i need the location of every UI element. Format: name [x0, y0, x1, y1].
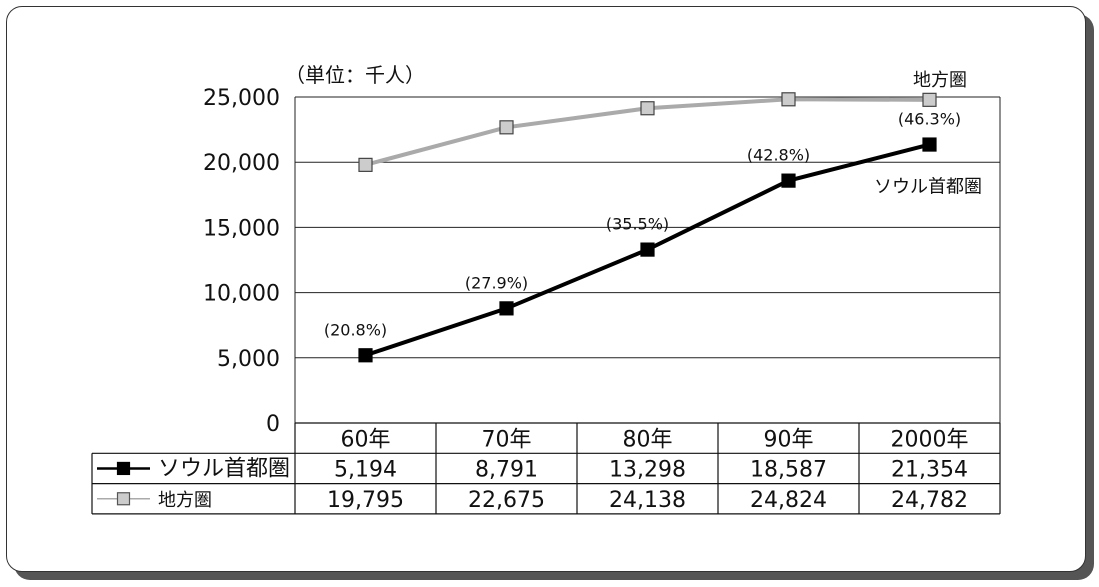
data-point — [358, 348, 373, 363]
series-name-label: ソウル首都圏 — [874, 177, 982, 198]
y-axis-ticks: 0 5,000 10,000 15,000 20,000 25,000 — [203, 86, 280, 437]
data-point — [781, 92, 796, 107]
share-label: (27.9%) — [465, 273, 528, 292]
table-cell: 24,138 — [609, 488, 686, 513]
data-point — [640, 101, 655, 116]
legend-marker — [116, 492, 131, 506]
unit-label: （単位：千人） — [285, 63, 425, 87]
category-label: 60年 — [341, 427, 391, 452]
share-label: (35.5%) — [606, 215, 669, 234]
data-point — [499, 120, 514, 135]
table-cell: 24,824 — [750, 488, 827, 513]
series-name-label: 地方圏 — [913, 70, 967, 91]
share-label: (20.8%) — [324, 320, 387, 339]
y-tick-label: 25,000 — [203, 86, 280, 111]
y-tick-label: 5,000 — [217, 347, 280, 372]
data-point — [922, 137, 937, 152]
data-point — [922, 92, 937, 107]
table-cell: 13,298 — [609, 457, 686, 482]
data-point — [640, 242, 655, 257]
table-cell: 21,354 — [891, 457, 968, 482]
grid-lines — [294, 96, 1001, 423]
legend-marker — [116, 461, 131, 476]
category-label: 70年 — [482, 427, 532, 452]
table-cell: 5,194 — [334, 457, 397, 482]
share-labels: 地方圏 (20.8%) (27.9%) (35.5%) (42.8%) (46.3%) ソウ… — [324, 70, 982, 339]
table-row-label: ソウル首都圏 — [158, 456, 290, 481]
y-tick-label: 10,000 — [203, 282, 280, 307]
data-point — [358, 157, 373, 172]
y-tick-label: 15,000 — [203, 216, 280, 241]
table-cell: 18,587 — [750, 457, 827, 482]
table-cell: 8,791 — [475, 457, 538, 482]
table-cell: 19,795 — [327, 488, 404, 513]
table-row-label: 地方圏 — [158, 490, 212, 511]
category-label: 90年 — [764, 427, 814, 452]
share-label: (42.8%) — [747, 146, 810, 165]
table-cell: 24,782 — [891, 488, 968, 513]
category-label: 80年 — [623, 427, 673, 452]
table-cell: 22,675 — [468, 488, 545, 513]
share-label: (46.3%) — [898, 110, 961, 129]
category-label: 2000年 — [891, 427, 969, 452]
data-point — [499, 301, 514, 316]
data-point — [781, 173, 796, 188]
series-markers — [358, 92, 937, 363]
y-tick-label: 0 — [266, 412, 280, 437]
y-tick-label: 20,000 — [203, 151, 280, 176]
